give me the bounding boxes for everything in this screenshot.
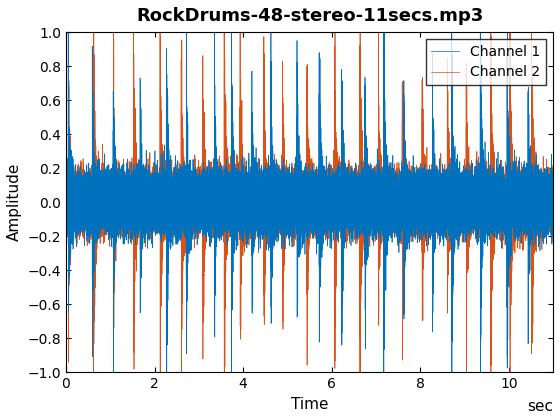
- Channel 2: [63, 196, 69, 201]
- Line: Channel 2: Channel 2: [66, 32, 553, 372]
- Channel 1: [550, 211, 557, 216]
- Channel 1: [327, 201, 334, 206]
- X-axis label: Time: Time: [291, 396, 328, 412]
- Channel 1: [356, 202, 363, 207]
- Text: sec: sec: [527, 399, 553, 415]
- Line: Channel 1: Channel 1: [66, 32, 553, 372]
- Channel 2: [327, 194, 334, 199]
- Title: RockDrums-48-stereo-11secs.mp3: RockDrums-48-stereo-11secs.mp3: [136, 7, 483, 25]
- Channel 2: [65, 29, 72, 34]
- Channel 2: [249, 213, 256, 218]
- Channel 2: [180, 208, 186, 213]
- Channel 1: [180, 171, 186, 176]
- Channel 1: [65, 29, 72, 34]
- Channel 1: [164, 370, 170, 375]
- Channel 1: [96, 219, 102, 224]
- Channel 1: [249, 143, 256, 148]
- Channel 1: [424, 214, 431, 219]
- Channel 2: [424, 202, 431, 207]
- Channel 2: [96, 207, 102, 212]
- Channel 2: [90, 370, 97, 375]
- Channel 1: [63, 193, 69, 198]
- Legend: Channel 1, Channel 2: Channel 1, Channel 2: [426, 39, 546, 85]
- Channel 2: [550, 218, 557, 223]
- Y-axis label: Amplitude: Amplitude: [7, 163, 22, 242]
- Channel 2: [356, 197, 363, 202]
